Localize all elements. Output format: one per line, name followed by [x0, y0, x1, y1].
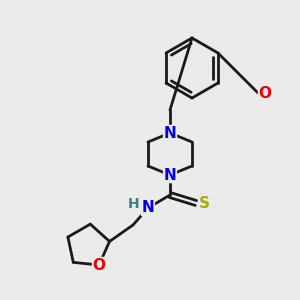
Text: H: H — [128, 197, 140, 211]
Text: N: N — [164, 125, 176, 140]
Text: N: N — [164, 167, 176, 182]
Text: S: S — [199, 196, 209, 211]
Text: O: O — [259, 85, 272, 100]
Text: O: O — [92, 258, 106, 273]
Text: N: N — [142, 200, 154, 215]
